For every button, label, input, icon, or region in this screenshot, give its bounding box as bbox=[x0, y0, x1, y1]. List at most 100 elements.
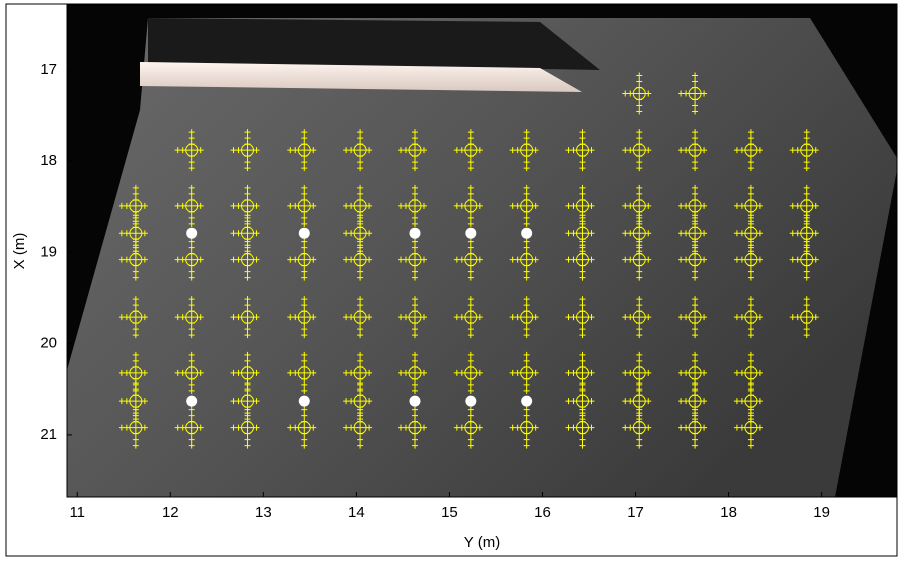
circle-marker bbox=[241, 310, 255, 324]
circle-marker bbox=[520, 366, 534, 380]
circle-marker bbox=[408, 253, 422, 267]
circle-marker bbox=[353, 366, 367, 380]
circle-marker bbox=[575, 199, 589, 213]
y-tick-label: 20 bbox=[40, 335, 57, 352]
circle-marker bbox=[241, 199, 255, 213]
circle-marker bbox=[744, 199, 758, 213]
dot-marker bbox=[186, 227, 198, 239]
dot-marker bbox=[298, 227, 310, 239]
x-tick-label: 18 bbox=[720, 504, 737, 521]
circle-marker bbox=[185, 253, 199, 267]
circle-marker bbox=[297, 310, 311, 324]
circle-marker bbox=[744, 143, 758, 157]
dot-marker bbox=[186, 395, 198, 407]
circle-marker bbox=[744, 310, 758, 324]
y-tick-label: 17 bbox=[40, 61, 57, 78]
circle-marker bbox=[632, 366, 646, 380]
plot-frame bbox=[66, 4, 898, 498]
circle-marker bbox=[185, 199, 199, 213]
circle-marker bbox=[129, 253, 143, 267]
circle-marker bbox=[632, 310, 646, 324]
circle-marker bbox=[408, 310, 422, 324]
circle-marker bbox=[575, 253, 589, 267]
circle-marker bbox=[241, 421, 255, 435]
circle-marker bbox=[800, 199, 814, 213]
circle-marker bbox=[129, 199, 143, 213]
circle-marker bbox=[688, 143, 702, 157]
circle-marker bbox=[353, 143, 367, 157]
circle-marker bbox=[575, 310, 589, 324]
circle-marker bbox=[744, 366, 758, 380]
circle-marker bbox=[744, 421, 758, 435]
dot-marker bbox=[465, 227, 477, 239]
circle-marker bbox=[129, 366, 143, 380]
circle-marker bbox=[464, 366, 478, 380]
circle-marker bbox=[632, 253, 646, 267]
circle-marker bbox=[464, 421, 478, 435]
circle-marker bbox=[408, 421, 422, 435]
x-tick-label: 19 bbox=[813, 504, 830, 521]
circle-marker bbox=[520, 310, 534, 324]
circle-marker bbox=[185, 310, 199, 324]
circle-marker bbox=[464, 310, 478, 324]
circle-marker bbox=[688, 310, 702, 324]
x-tick-label: 13 bbox=[255, 504, 272, 521]
circle-marker bbox=[632, 143, 646, 157]
circle-marker bbox=[575, 421, 589, 435]
circle-marker bbox=[464, 199, 478, 213]
y-tick-label: 21 bbox=[40, 426, 57, 443]
dot-marker bbox=[298, 395, 310, 407]
circle-marker bbox=[688, 87, 702, 101]
circle-marker bbox=[297, 366, 311, 380]
y-tick-label: 18 bbox=[40, 152, 57, 169]
circle-marker bbox=[800, 310, 814, 324]
circle-marker bbox=[520, 421, 534, 435]
circle-marker bbox=[688, 366, 702, 380]
dot-marker bbox=[521, 227, 533, 239]
circle-marker bbox=[688, 199, 702, 213]
x-tick-label: 16 bbox=[534, 504, 551, 521]
y-axis-label: X (m) bbox=[11, 233, 28, 270]
dot-marker bbox=[465, 395, 477, 407]
circle-marker bbox=[408, 199, 422, 213]
x-tick-label: 12 bbox=[162, 504, 179, 521]
circle-marker bbox=[575, 143, 589, 157]
circle-marker bbox=[185, 143, 199, 157]
image-floor bbox=[67, 18, 897, 497]
x-tick-label: 17 bbox=[627, 504, 644, 521]
x-tick-label: 14 bbox=[348, 504, 365, 521]
circle-marker bbox=[297, 199, 311, 213]
circle-marker bbox=[464, 143, 478, 157]
circle-marker bbox=[632, 87, 646, 101]
circle-marker bbox=[632, 421, 646, 435]
circle-marker bbox=[688, 421, 702, 435]
circle-marker bbox=[185, 366, 199, 380]
circle-marker bbox=[353, 253, 367, 267]
circle-marker bbox=[129, 421, 143, 435]
y-tick-label: 19 bbox=[40, 243, 57, 260]
dot-marker bbox=[409, 227, 421, 239]
dot-marker bbox=[521, 395, 533, 407]
circle-marker bbox=[241, 143, 255, 157]
circle-marker bbox=[688, 253, 702, 267]
circle-marker bbox=[297, 421, 311, 435]
circle-marker bbox=[353, 421, 367, 435]
circle-marker bbox=[408, 366, 422, 380]
dot-marker bbox=[409, 395, 421, 407]
circle-marker bbox=[129, 310, 143, 324]
x-tick-label: 11 bbox=[69, 504, 85, 521]
x-axis-label: Y (m) bbox=[464, 534, 500, 551]
circle-marker bbox=[520, 143, 534, 157]
circle-marker bbox=[520, 199, 534, 213]
circle-marker bbox=[464, 253, 478, 267]
circle-marker bbox=[744, 253, 758, 267]
circle-marker bbox=[353, 310, 367, 324]
circle-marker bbox=[353, 199, 367, 213]
circle-marker bbox=[800, 253, 814, 267]
image-strip bbox=[140, 62, 582, 92]
circle-marker bbox=[632, 199, 646, 213]
circle-marker bbox=[520, 253, 534, 267]
image-wall bbox=[148, 18, 600, 70]
x-tick-label: 15 bbox=[441, 504, 458, 521]
